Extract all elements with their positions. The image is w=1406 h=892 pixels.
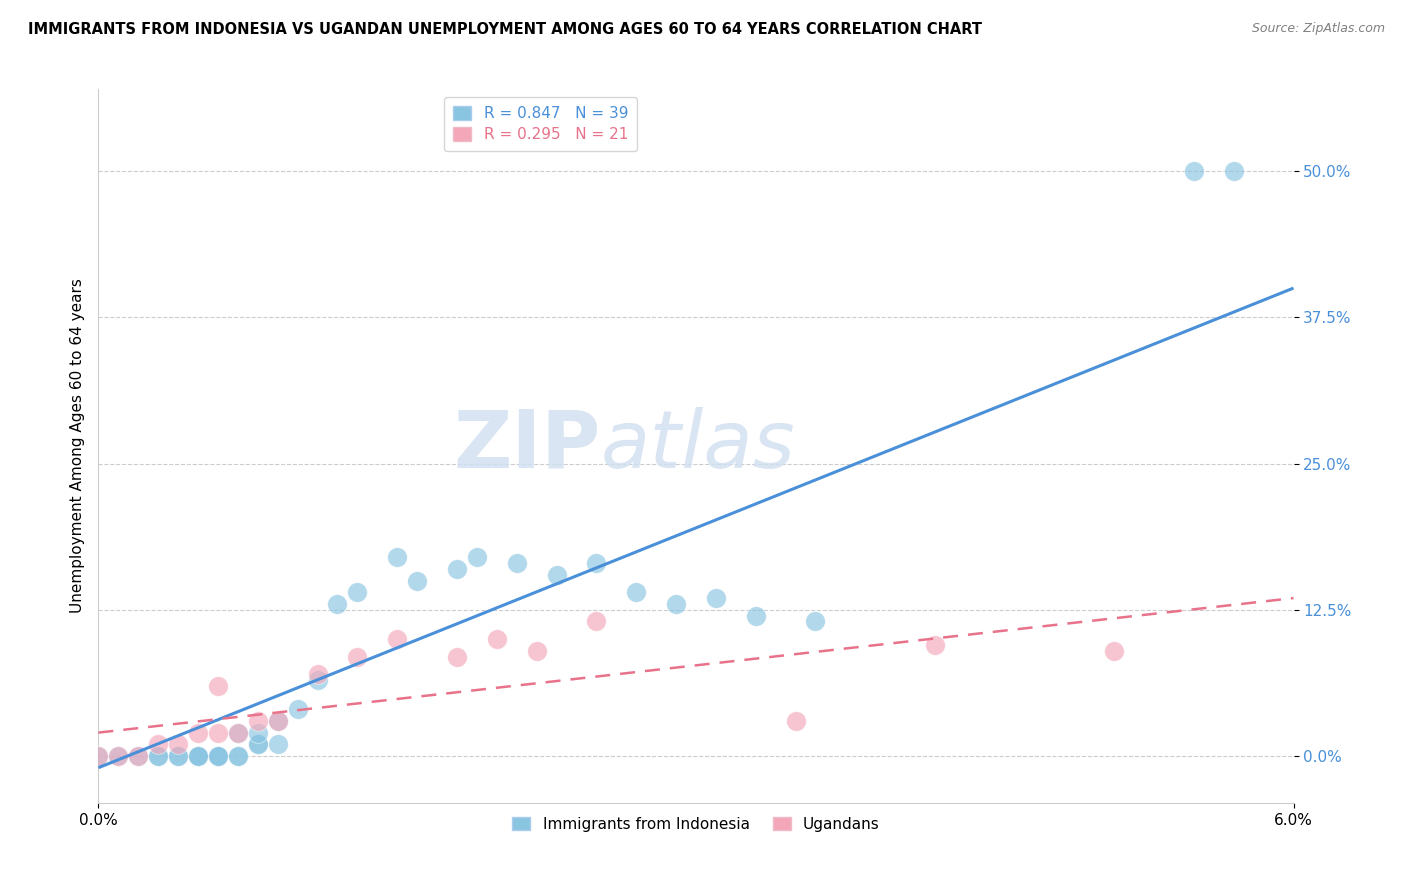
Point	[406, 574, 429, 588]
Point	[785, 714, 807, 728]
Point	[1223, 164, 1246, 178]
Text: Source: ZipAtlas.com: Source: ZipAtlas.com	[1251, 22, 1385, 36]
Point	[207, 679, 229, 693]
Point	[485, 632, 508, 646]
Point	[665, 597, 688, 611]
Point	[127, 749, 149, 764]
Point	[506, 556, 529, 570]
Point	[267, 714, 290, 728]
Point	[226, 725, 249, 739]
Text: ZIP: ZIP	[453, 407, 600, 485]
Point	[585, 556, 607, 570]
Point	[226, 725, 249, 739]
Point	[446, 562, 468, 576]
Y-axis label: Unemployment Among Ages 60 to 64 years: Unemployment Among Ages 60 to 64 years	[69, 278, 84, 614]
Point	[346, 585, 368, 599]
Point	[167, 737, 190, 751]
Point	[187, 725, 209, 739]
Point	[187, 749, 209, 764]
Point	[465, 550, 488, 565]
Point	[385, 632, 409, 646]
Point	[246, 737, 269, 751]
Point	[307, 673, 329, 687]
Point	[148, 749, 170, 764]
Point	[246, 725, 269, 739]
Point	[148, 737, 170, 751]
Point	[704, 591, 727, 605]
Point	[207, 749, 229, 764]
Legend: Immigrants from Indonesia, Ugandans: Immigrants from Indonesia, Ugandans	[506, 811, 886, 838]
Point	[246, 737, 269, 751]
Point	[267, 737, 290, 751]
Point	[546, 567, 568, 582]
Point	[87, 749, 110, 764]
Point	[745, 608, 768, 623]
Point	[127, 749, 149, 764]
Point	[226, 749, 249, 764]
Point	[148, 749, 170, 764]
Point	[1182, 164, 1205, 178]
Point	[207, 749, 229, 764]
Point	[207, 749, 229, 764]
Text: IMMIGRANTS FROM INDONESIA VS UGANDAN UNEMPLOYMENT AMONG AGES 60 TO 64 YEARS CORR: IMMIGRANTS FROM INDONESIA VS UGANDAN UNE…	[28, 22, 983, 37]
Point	[1104, 644, 1126, 658]
Point	[107, 749, 129, 764]
Point	[346, 649, 368, 664]
Point	[107, 749, 129, 764]
Point	[526, 644, 548, 658]
Point	[446, 649, 468, 664]
Text: atlas: atlas	[600, 407, 796, 485]
Point	[287, 702, 309, 716]
Point	[385, 550, 409, 565]
Point	[167, 749, 190, 764]
Point	[167, 749, 190, 764]
Point	[246, 714, 269, 728]
Point	[87, 749, 110, 764]
Point	[267, 714, 290, 728]
Point	[585, 615, 607, 629]
Point	[226, 749, 249, 764]
Point	[326, 597, 349, 611]
Point	[804, 615, 827, 629]
Point	[307, 667, 329, 681]
Point	[187, 749, 209, 764]
Point	[924, 638, 946, 652]
Point	[187, 749, 209, 764]
Point	[626, 585, 648, 599]
Point	[207, 725, 229, 739]
